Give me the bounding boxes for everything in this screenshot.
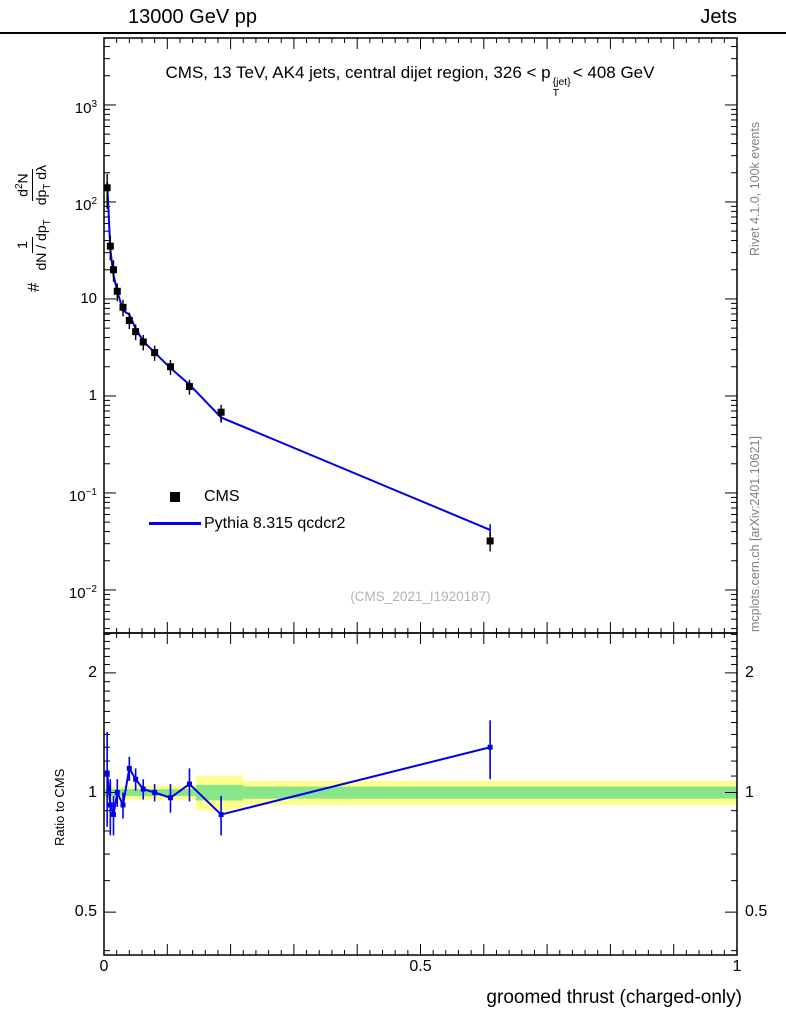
ratio-point-marker <box>110 812 116 818</box>
pt-subscript: T <box>552 87 560 100</box>
ratio-band-green <box>104 789 196 796</box>
beam-energy-label: 13000 GeV pp <box>128 6 257 28</box>
legend: CMS Pythia 8.315 qcdcr2 <box>146 483 345 537</box>
data-point-marker <box>109 266 117 274</box>
ratio-point-marker <box>218 812 224 818</box>
x-tick-label: 0.5 <box>409 958 432 975</box>
main-y-axis-label: # 1 dN / dpT d2N dpT dλ <box>14 163 54 292</box>
x-axis-label: groomed thrust (charged-only) <box>486 987 742 1008</box>
data-point-marker <box>103 184 111 192</box>
data-point-marker <box>139 338 147 346</box>
ratio-band-green <box>195 784 244 801</box>
data-point-marker <box>185 383 193 391</box>
cms-square-marker-icon <box>170 491 180 502</box>
ratio-point-marker <box>107 802 113 808</box>
legend-label-cms: CMS <box>204 487 240 505</box>
main-y-tick-label: 103 <box>74 98 97 117</box>
legend-item-pythia: Pythia 8.315 qcdcr2 <box>146 510 345 537</box>
ratio-point-marker <box>104 770 110 776</box>
main-y-tick-label: 102 <box>74 195 97 214</box>
main-y-tick-label: 10−1 <box>68 486 97 505</box>
ratio-point-marker <box>120 802 126 808</box>
plot-title: CMS, 13 TeV, AK4 jets, central dijet reg… <box>75 63 745 99</box>
ratio-point-marker <box>133 776 139 782</box>
pt-superscript: {jet} <box>552 76 571 88</box>
header-rule <box>0 32 786 34</box>
ratio-y-tick-label-right: 2 <box>745 663 754 681</box>
ratio-point-marker <box>167 795 173 801</box>
data-point-marker <box>106 242 114 250</box>
data-point-marker <box>217 408 225 416</box>
ylabel-f1-denominator: dN / dpT <box>32 219 53 271</box>
data-point-marker <box>486 537 494 545</box>
ratio-y-tick-label-left: 1 <box>88 783 97 801</box>
ratio-point-marker <box>126 765 132 771</box>
data-point-marker <box>132 328 140 336</box>
data-point-marker <box>166 363 174 371</box>
main-y-tick-label: 1 <box>88 386 97 404</box>
main-y-tick-label: 10−2 <box>68 583 97 602</box>
ratio-y-tick-label-left: 0.5 <box>74 903 97 921</box>
pt-sup-sub-stack: {jet} T <box>552 76 571 100</box>
ratio-y-axis-label: Ratio to CMS <box>52 768 67 846</box>
main-panel-frame <box>103 37 738 634</box>
analysis-id-watermark: (CMS_2021_I1920187) <box>350 589 491 604</box>
plot-title-prefix: CMS, 13 TeV, AK4 jets, central dijet reg… <box>165 63 551 82</box>
mc-prediction-line <box>106 182 491 531</box>
x-tick-label: 0 <box>99 958 109 975</box>
legend-label-pythia: Pythia 8.315 qcdcr2 <box>204 514 346 532</box>
data-point-marker <box>151 349 159 357</box>
ratio-band-green <box>243 786 737 799</box>
ylabel-fraction-1: 1 dN / dpT <box>14 217 54 272</box>
ratio-y-tick-label-right: 0.5 <box>745 903 768 921</box>
ratio-y-tick-label-left: 2 <box>88 663 97 681</box>
ratio-y-tick-label-right: 1 <box>745 783 754 801</box>
ratio-point-marker <box>140 786 146 792</box>
ratio-point-marker <box>114 790 120 796</box>
legend-item-cms: CMS <box>146 483 345 510</box>
main-y-tick-label: 10 <box>80 289 97 307</box>
ylabel-fraction-2: d2N dpT dλ <box>14 163 54 207</box>
data-point-marker <box>125 316 133 324</box>
plot-title-suffix: < 408 GeV <box>572 63 655 82</box>
analysis-group-label: Jets <box>700 6 737 28</box>
ratio-panel-frame <box>103 632 738 956</box>
mcplots-arxiv-note: mcplots.cern.ch [arXiv:2401.10621] <box>748 436 762 632</box>
data-point-marker <box>113 287 121 295</box>
legend-marker-cell <box>146 522 204 525</box>
ratio-point-marker <box>186 781 192 787</box>
x-tick-label: 1 <box>732 958 742 975</box>
legend-marker-cell <box>146 491 204 502</box>
ratio-point-marker <box>487 744 493 750</box>
ylabel-f2-denominator: dpT dλ <box>33 164 53 206</box>
pythia-line-marker-icon <box>149 522 201 525</box>
ratio-point-marker <box>152 790 158 796</box>
ylabel-f1-numerator: 1 <box>14 237 33 253</box>
data-point-marker <box>119 303 127 311</box>
ylabel-hash: # <box>24 282 44 292</box>
rivet-version-note: Rivet 4.1.0, 100k events <box>748 121 762 256</box>
ylabel-f2-numerator: d2N <box>14 169 34 201</box>
